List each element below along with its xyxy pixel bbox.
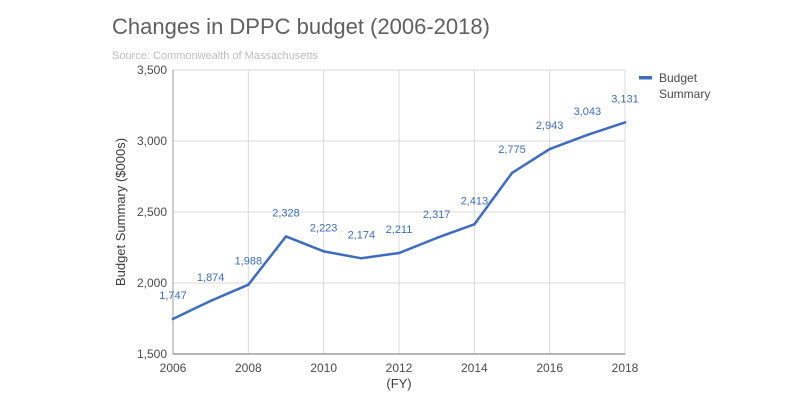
- y-axis-title: Budget Summary ($000s): [113, 138, 128, 286]
- data-point: [623, 121, 627, 124]
- x-tick-label: 2008: [235, 361, 262, 375]
- y-tick-label: 2,000: [137, 276, 167, 290]
- legend-label: Summary: [659, 87, 710, 101]
- y-tick-label: 3,500: [137, 63, 167, 77]
- legend-swatch: [639, 76, 652, 80]
- x-tick-label: 2014: [461, 361, 488, 375]
- data-label: 2,174: [348, 229, 376, 241]
- data-point: [171, 317, 175, 321]
- axis-layer: 1,500 2,000 2,500 3,000 3,500 2006 2008 2010 201…: [113, 63, 639, 391]
- x-tick-label: 2016: [536, 361, 563, 375]
- data-label: 2,317: [423, 209, 451, 221]
- data-label: 2,775: [498, 144, 526, 156]
- data-point: [247, 283, 250, 286]
- data-point: [322, 250, 325, 253]
- data-label: 1,747: [159, 290, 187, 302]
- data-label: 2,211: [386, 224, 413, 236]
- data-point: [586, 133, 589, 137]
- data-label: 2,328: [272, 207, 300, 219]
- x-tick-label: 2018: [612, 361, 639, 375]
- grid-layer: [172, 69, 626, 355]
- data-label-layer: 1,747 1,874 1,988 2,328 2,223 2,174 2,211 2,317…: [159, 93, 639, 302]
- data-point: [435, 236, 438, 240]
- y-tick-label: 1,500: [137, 347, 167, 361]
- y-tick-label: 2,500: [137, 205, 167, 219]
- data-point: [284, 235, 288, 238]
- x-tick-label: 2010: [310, 361, 337, 375]
- data-point: [209, 299, 212, 303]
- data-label: 2,223: [310, 222, 338, 234]
- legend-label: Budget: [659, 71, 698, 85]
- data-point: [510, 171, 514, 175]
- data-point: [397, 251, 401, 255]
- data-label: 3,043: [574, 106, 602, 118]
- data-label: 3,131: [611, 93, 639, 105]
- chart-title: Changes in DPPC budget (2006-2018): [112, 14, 490, 39]
- x-axis-title: (FY): [386, 376, 411, 391]
- x-tick-label: 2006: [160, 361, 187, 375]
- y-tick-label: 3,000: [137, 134, 167, 148]
- chart-subtitle: Source: Commonwealth of Massachusetts: [112, 50, 319, 62]
- data-point: [548, 147, 551, 151]
- series-layer: [171, 121, 627, 321]
- data-point: [360, 257, 363, 260]
- x-tick-label: 2012: [386, 361, 413, 375]
- data-label: 2,413: [461, 195, 489, 207]
- data-label: 1,988: [235, 256, 263, 268]
- data-label: 2,943: [536, 120, 564, 132]
- data-label: 1,874: [197, 272, 225, 284]
- data-point: [473, 223, 476, 226]
- legend: Budget Summary: [639, 71, 710, 101]
